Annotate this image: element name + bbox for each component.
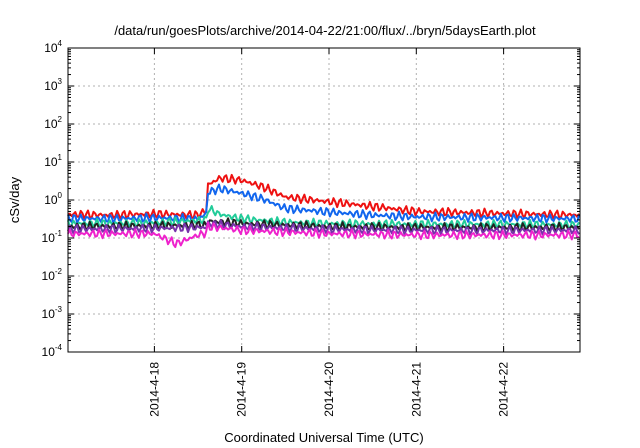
x-axis: 2014-4-18 2014-4-19 2014-4-20 2014-4-21 2014… xyxy=(147,48,511,417)
series-line-2 xyxy=(67,183,581,225)
y-tick-label: 10-1 xyxy=(42,229,63,245)
y-tick-label: 103 xyxy=(44,77,62,93)
x-tick-label: 2014-4-21 xyxy=(409,362,423,417)
series-line-6 xyxy=(67,221,580,249)
y-tick-label: 104 xyxy=(44,39,62,55)
grid xyxy=(68,48,580,352)
x-tick-label: 2014-4-20 xyxy=(322,362,336,417)
series-group xyxy=(67,173,581,249)
series-line-1 xyxy=(67,173,580,221)
chart-title: /data/run/goesPlots/archive/2014-04-22/2… xyxy=(114,23,536,38)
y-tick-label: 10-2 xyxy=(42,267,63,283)
x-tick-label: 2014-4-19 xyxy=(235,362,249,417)
x-axis-label: Coordinated Universal Time (UTC) xyxy=(224,430,423,445)
y-tick-label: 101 xyxy=(44,153,62,169)
x-tick-label: 2014-4-22 xyxy=(497,362,511,417)
y-tick-label: 100 xyxy=(44,191,62,207)
y-tick-label: 10-3 xyxy=(42,305,63,321)
y-tick-label: 102 xyxy=(44,115,62,131)
y-tick-label: 10-4 xyxy=(42,343,63,359)
y-axis-label: cSv/day xyxy=(7,176,22,223)
series-line-5 xyxy=(67,219,580,236)
y-axis: 10-4 10-3 10-2 10-1 100 101 102 103 104 xyxy=(42,39,580,359)
x-tick-label: 2014-4-18 xyxy=(147,362,161,417)
